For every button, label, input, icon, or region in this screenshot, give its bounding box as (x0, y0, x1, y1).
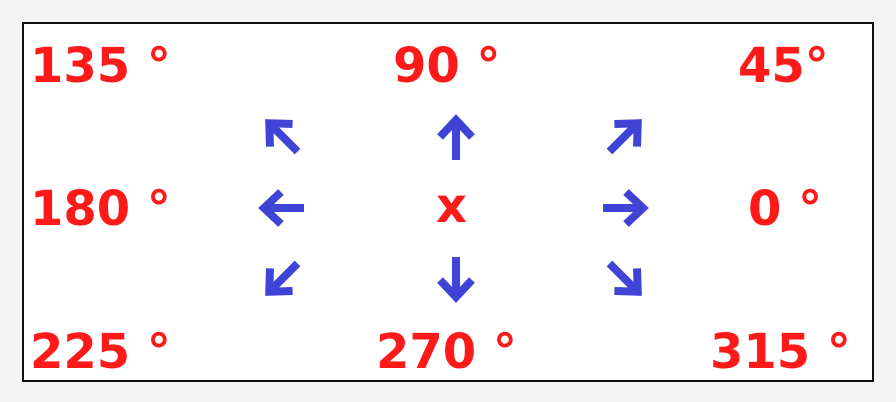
label-0-degrees: 0 ° (748, 181, 823, 237)
arrow-down-right-icon (597, 251, 653, 307)
label-270-degrees: 270 ° (376, 324, 517, 380)
arrow-down-left-icon (254, 251, 310, 307)
label-180-degrees: 180 ° (30, 181, 171, 237)
arrow-up-right-icon (597, 108, 653, 164)
arrow-down-icon (428, 251, 484, 307)
label-315-degrees: 315 ° (710, 324, 851, 380)
label-45-degrees: 45° (738, 38, 829, 94)
label-225-degrees: 225 ° (30, 324, 171, 380)
center-x-label: x (436, 178, 467, 234)
arrow-right-icon (597, 180, 653, 236)
arrow-left-icon (254, 180, 310, 236)
label-135-degrees: 135 ° (30, 38, 171, 94)
label-90-degrees: 90 ° (393, 38, 501, 94)
arrow-up-left-icon (254, 108, 310, 164)
arrow-up-icon (428, 110, 484, 166)
direction-diagram-frame (22, 22, 874, 382)
